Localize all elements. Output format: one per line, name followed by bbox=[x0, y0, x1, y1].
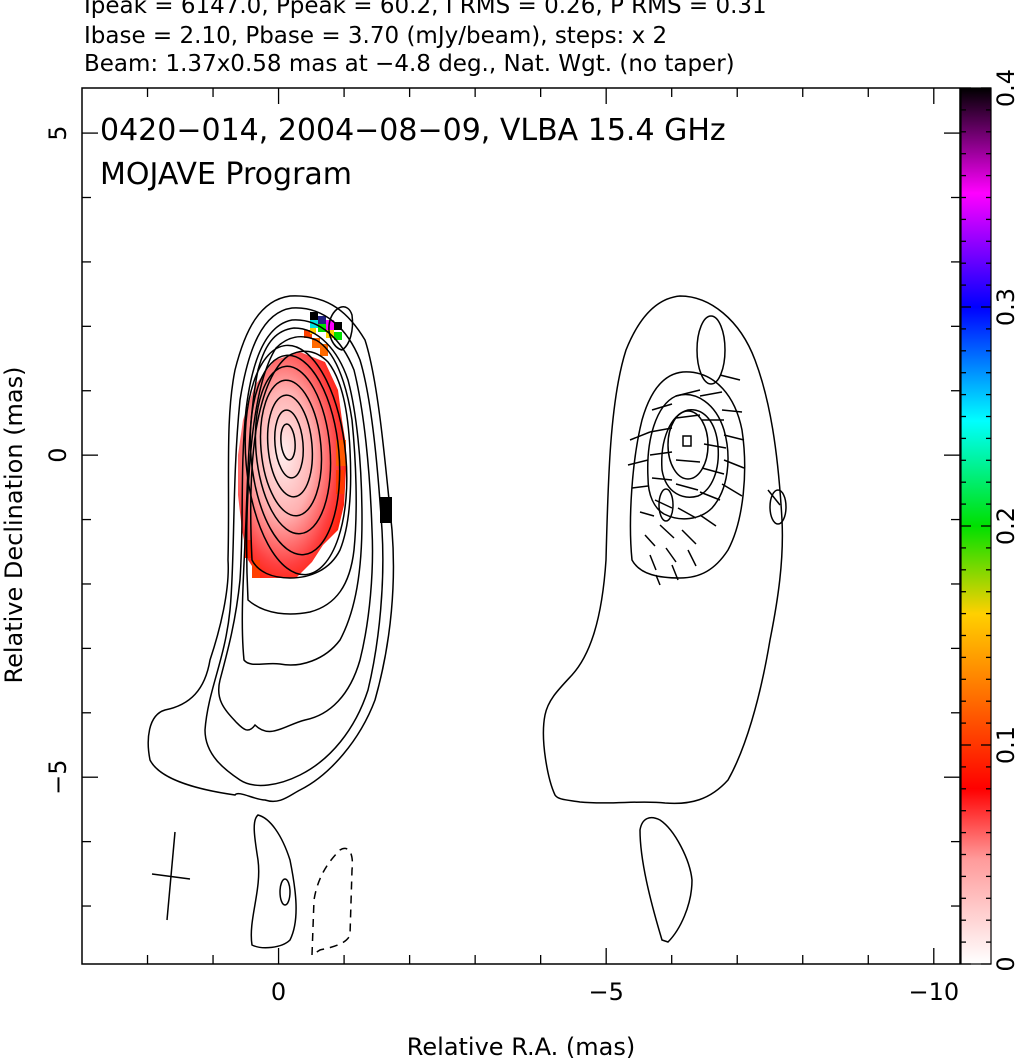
x-tick-label: −10 bbox=[908, 978, 959, 1006]
plot-frame bbox=[81, 87, 961, 965]
y-axis-label: Relative Declination (mas) bbox=[0, 366, 28, 683]
plot-subtitle: MOJAVE Program bbox=[100, 157, 352, 192]
y-tick-label: 0 bbox=[44, 448, 72, 463]
header-line-1: Ipeak = 6147.0, Ppeak = 60.2, I RMS = 0.… bbox=[84, 0, 767, 19]
colorbar-tick-label: 0 bbox=[992, 956, 1020, 971]
colorbar-tick-labels: 0 0.1 0.2 0.3 0.4 bbox=[992, 69, 1020, 972]
plot-title: 0420−014, 2004−08−09, VLBA 15.4 GHz bbox=[100, 113, 726, 148]
axis-tick-labels: 0 −5 −10 5 0 −5 bbox=[44, 125, 959, 1006]
colorbar-ticks bbox=[961, 87, 991, 965]
y-tick-label: 5 bbox=[44, 125, 72, 140]
axis-ticks bbox=[82, 88, 960, 964]
x-tick-label: 0 bbox=[271, 978, 286, 1006]
colorbar-tick-label: 0.4 bbox=[992, 69, 1020, 107]
colorbar-tick-label: 0.1 bbox=[992, 726, 1020, 764]
polarized-intensity-contours bbox=[542, 295, 787, 943]
x-tick-label: −5 bbox=[588, 978, 623, 1006]
colorbar-tick-label: 0.3 bbox=[992, 288, 1020, 326]
evpa-vectors bbox=[627, 374, 781, 586]
total-intensity-contours bbox=[147, 295, 395, 957]
colorbar-tick-label: 0.2 bbox=[992, 507, 1020, 545]
x-axis-label: Relative R.A. (mas) bbox=[407, 1033, 635, 1060]
y-tick-label: −5 bbox=[44, 760, 72, 795]
header-line-2: Ibase = 2.10, Pbase = 3.70 (mJy/beam), s… bbox=[84, 23, 668, 49]
beam-cross bbox=[151, 831, 191, 921]
header-line-3: Beam: 1.37x0.58 mas at −4.8 deg., Nat. W… bbox=[84, 51, 735, 77]
